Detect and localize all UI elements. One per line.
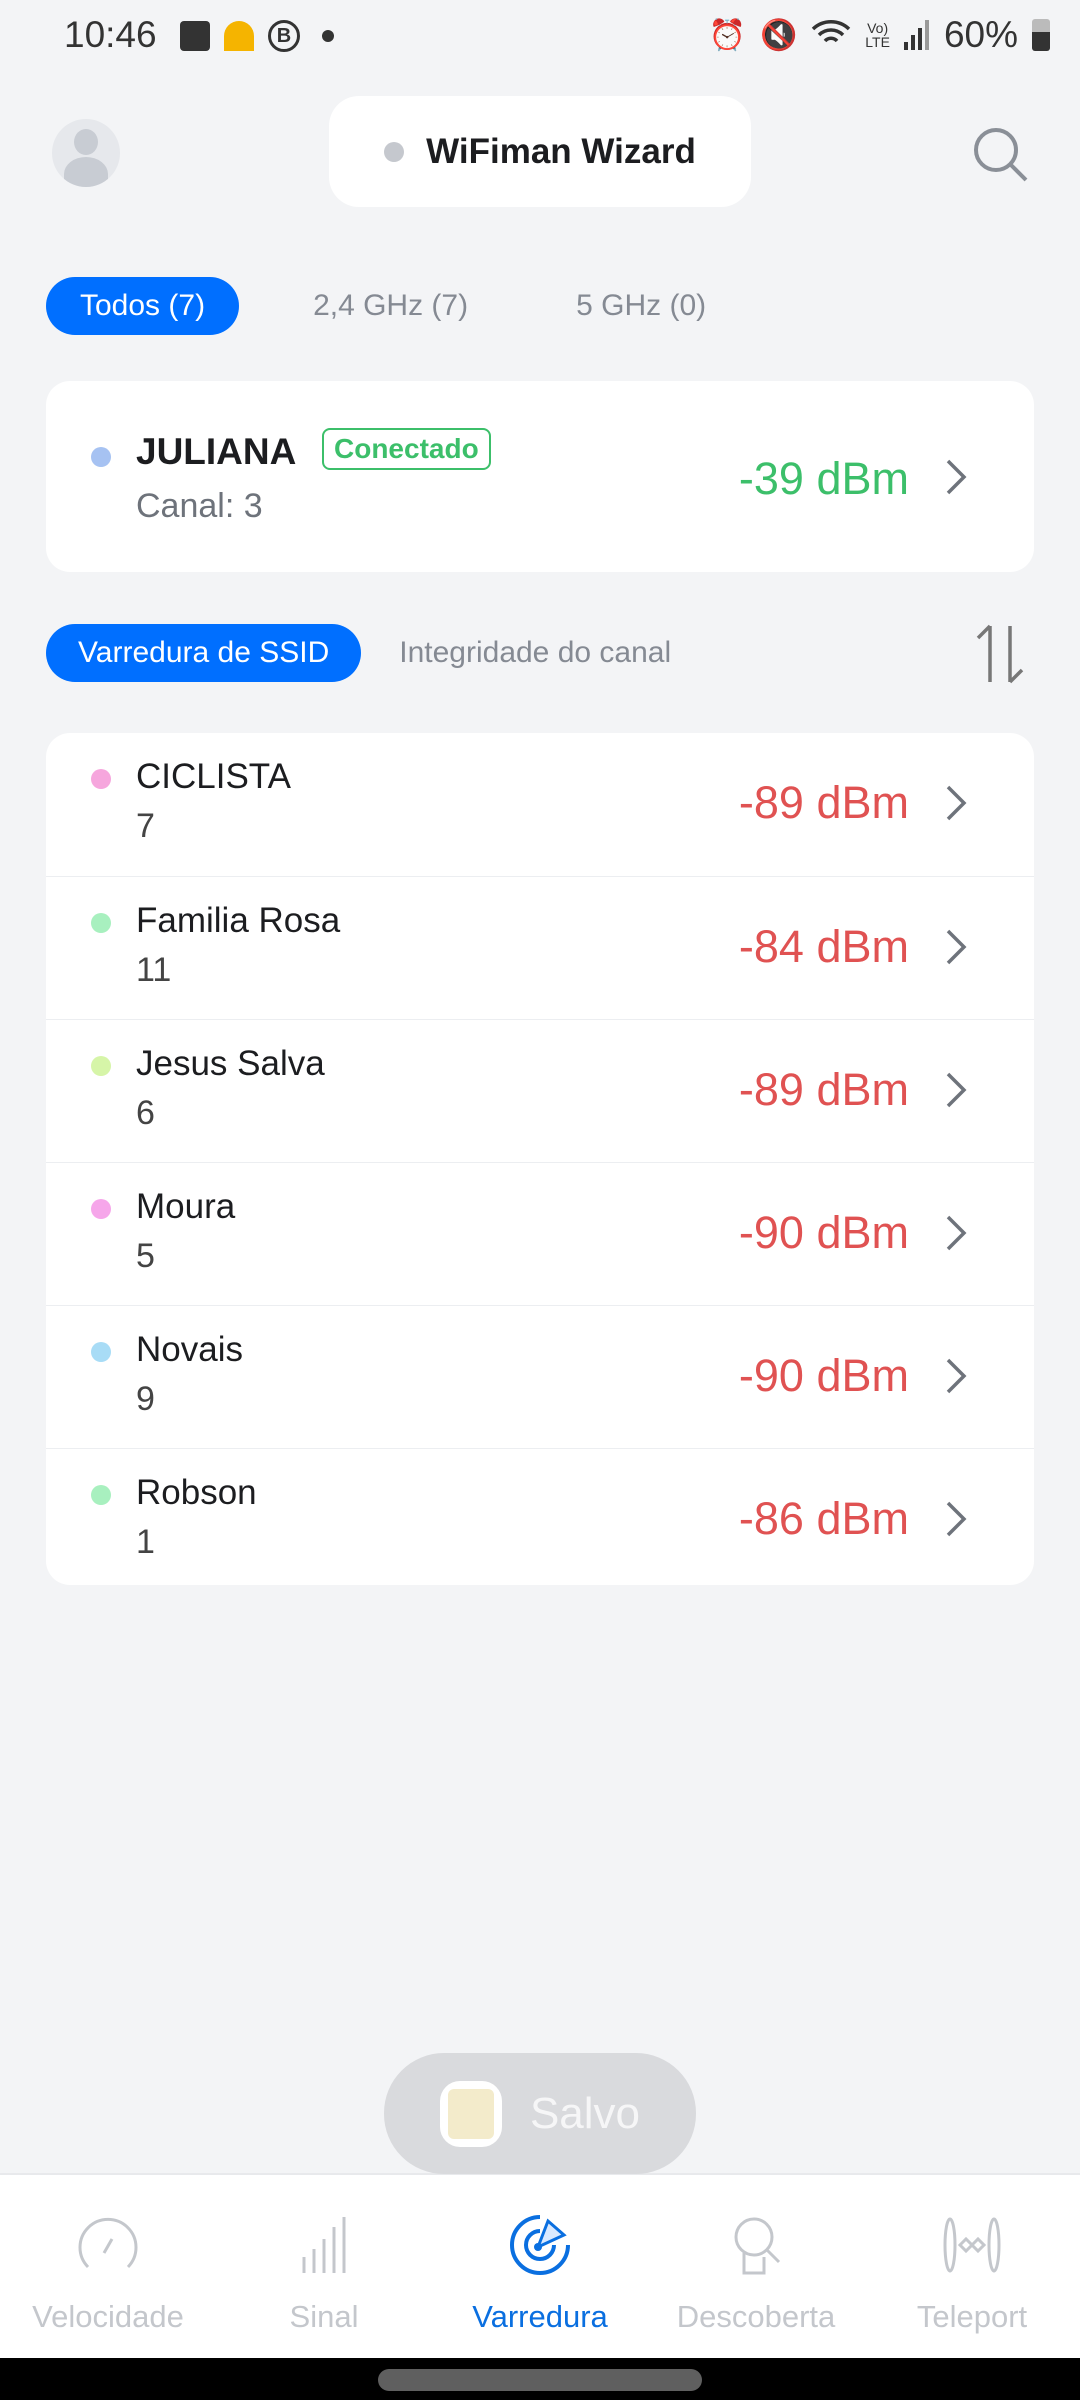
network-color-dot xyxy=(91,447,111,467)
chevron-right-icon xyxy=(946,929,967,965)
network-color-dot xyxy=(91,913,111,933)
network-ssid: Moura xyxy=(136,1187,236,1226)
signal-bars-icon xyxy=(302,2217,346,2273)
network-color-dot xyxy=(91,769,111,789)
nav-teleport[interactable]: Teleport xyxy=(864,2175,1080,2358)
toast-label: Salvo xyxy=(529,2088,641,2138)
app-title: WiFiman Wizard xyxy=(426,131,696,171)
system-nav-bar xyxy=(0,2358,1080,2400)
nav-label: Descoberta xyxy=(676,2299,836,2334)
network-color-dot xyxy=(91,1342,111,1362)
network-row[interactable]: CICLISTA 7 -89 dBm xyxy=(46,733,1034,876)
battery-icon xyxy=(1032,19,1050,51)
chevron-right-icon xyxy=(946,785,967,821)
network-row[interactable]: Novais 9 -90 dBm xyxy=(46,1305,1034,1448)
nav-label: Sinal xyxy=(289,2299,359,2334)
wifi-icon xyxy=(812,20,851,43)
home-handle[interactable] xyxy=(378,2369,702,2391)
clock: 10:46 xyxy=(64,14,157,55)
network-list: CICLISTA 7 -89 dBm Familia Rosa 11 -84 d… xyxy=(46,733,1034,1585)
bottom-nav: Velocidade Sinal Varredura Descoberta Te… xyxy=(0,2173,1080,2358)
status-dot xyxy=(384,141,405,162)
network-signal: -84 dBm xyxy=(738,921,909,972)
network-channel: 6 xyxy=(136,1094,155,1132)
nav-label: Velocidade xyxy=(32,2299,184,2334)
filter-2-4ghz[interactable]: 2,4 GHz (7) xyxy=(313,289,469,322)
chevron-right-icon xyxy=(946,1215,967,1251)
network-ssid: Jesus Salva xyxy=(136,1044,325,1083)
chevron-right-icon xyxy=(946,1072,967,1108)
network-row[interactable]: Jesus Salva 6 -89 dBm xyxy=(46,1019,1034,1162)
network-channel: 5 xyxy=(136,1237,155,1275)
nav-velocidade[interactable]: Velocidade xyxy=(0,2175,216,2358)
filter-5ghz[interactable]: 5 GHz (0) xyxy=(576,289,707,322)
wizard-button[interactable]: WiFiman Wizard xyxy=(329,96,751,207)
connected-channel: Canal: 3 xyxy=(136,487,263,525)
network-row[interactable]: Moura 5 -90 dBm xyxy=(46,1162,1034,1305)
network-row[interactable]: Familia Rosa 11 -84 dBm xyxy=(46,876,1034,1019)
connected-ssid: JULIANA xyxy=(136,431,297,472)
avatar[interactable] xyxy=(52,119,120,187)
network-signal: -89 dBm xyxy=(738,777,909,828)
tab-channel-health[interactable]: Integridade do canal xyxy=(399,636,672,669)
network-channel: 11 xyxy=(136,951,172,989)
chevron-right-icon xyxy=(946,459,967,495)
chevron-right-icon xyxy=(946,1501,967,1537)
network-signal: -90 dBm xyxy=(738,1350,909,1401)
network-color-dot xyxy=(91,1056,111,1076)
nav-descoberta[interactable]: Descoberta xyxy=(648,2175,864,2358)
mute-icon: 🔇 xyxy=(759,18,798,52)
radar-icon xyxy=(510,2215,570,2275)
network-ssid: CICLISTA xyxy=(136,757,291,796)
tab-ssid-scan[interactable]: Varredura de SSID xyxy=(46,624,362,682)
saved-toast: Salvo xyxy=(384,2053,696,2174)
nav-label: Varredura xyxy=(472,2299,608,2334)
chevron-right-icon xyxy=(946,1358,967,1394)
search-icon[interactable] xyxy=(968,122,1032,186)
nav-label: Teleport xyxy=(916,2299,1028,2334)
network-row[interactable]: Robson 1 -86 dBm xyxy=(46,1448,1034,1591)
network-signal: -90 dBm xyxy=(738,1207,909,1258)
whatsapp-business-icon: B xyxy=(268,20,300,52)
note-icon xyxy=(439,2080,502,2147)
hardhat-app-icon xyxy=(224,21,254,51)
connected-signal: -39 dBm xyxy=(738,453,909,504)
network-ssid: Novais xyxy=(136,1330,243,1369)
signal-icon xyxy=(903,20,929,50)
network-channel: 1 xyxy=(136,1523,155,1561)
network-ssid: Familia Rosa xyxy=(136,901,341,940)
network-ssid: Robson xyxy=(136,1473,257,1512)
network-color-dot xyxy=(91,1485,111,1505)
connected-badge: Conectado xyxy=(322,428,491,470)
nav-varredura[interactable]: Varredura xyxy=(432,2175,648,2358)
filter-all[interactable]: Todos (7) xyxy=(46,277,240,335)
dot-icon xyxy=(322,30,334,42)
image-icon xyxy=(180,21,210,51)
view-tabs: Varredura de SSID Integridade do canal xyxy=(46,624,671,682)
sort-icon[interactable] xyxy=(974,622,1026,686)
alarm-icon: ⏰ xyxy=(708,18,746,52)
network-signal: -89 dBm xyxy=(738,1064,909,1115)
network-color-dot xyxy=(91,1199,111,1219)
network-channel: 9 xyxy=(136,1380,155,1418)
battery-text: 60% xyxy=(943,14,1018,55)
connected-network-card[interactable]: JULIANA Conectado Canal: 3 -39 dBm xyxy=(46,381,1034,572)
device-discovery-icon xyxy=(734,2217,781,2275)
nav-sinal[interactable]: Sinal xyxy=(216,2175,432,2358)
status-bar: 10:46 B ⏰ 🔇 Vo) LTE 60% xyxy=(0,14,1080,68)
volte-icon: Vo) LTE xyxy=(865,20,890,50)
teleport-icon xyxy=(943,2217,1001,2273)
band-filter: Todos (7) 2,4 GHz (7) 5 GHz (0) xyxy=(46,277,740,335)
speedometer-icon xyxy=(78,2217,138,2269)
network-channel: 7 xyxy=(136,807,155,845)
network-signal: -86 dBm xyxy=(738,1493,909,1544)
